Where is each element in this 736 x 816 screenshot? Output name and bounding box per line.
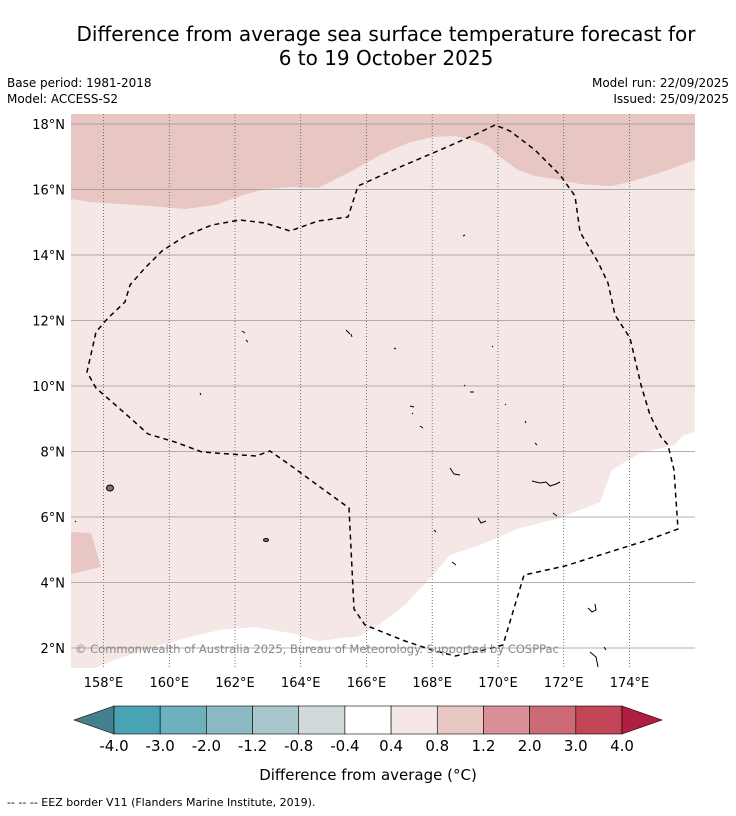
lon-label: 164°E [281, 676, 321, 691]
map-area: © Commonwealth of Australia 2025, Bureau… [71, 114, 695, 668]
colorbar-segment [436, 705, 484, 735]
lat-label: 10°N [32, 380, 65, 395]
colorbar-segment [298, 705, 346, 735]
colorbar-tick-label: -0.4 [330, 737, 359, 755]
longitude-labels: 158°E 160°E 162°E 164°E 166°E 168°E 170°… [84, 676, 650, 691]
model-name: Model: ACCESS-S2 [7, 92, 119, 106]
islands [74, 234, 607, 668]
colorbar-tick-label: 2.0 [518, 737, 542, 755]
anomaly-0-8-to-1-2-north-region [71, 114, 695, 209]
colorbar-segment [575, 705, 623, 735]
lat-label: 8°N [41, 446, 66, 461]
colorbar-segment [113, 705, 161, 735]
colorbar-tick-label: 0.8 [425, 737, 449, 755]
lat-label: 16°N [32, 184, 65, 199]
colorbar-extend-min [73, 705, 115, 735]
colorbar-tick-label: -3.0 [146, 737, 175, 755]
colorbar-tick-label: 1.2 [472, 737, 496, 755]
lon-label: 160°E [150, 676, 190, 691]
colorbar-tick-label: -1.2 [238, 737, 267, 755]
colorbar-label: Difference from average (°C) [259, 766, 477, 784]
lat-label: 12°N [32, 315, 65, 330]
colorbar-tick-label: 0.4 [379, 737, 403, 755]
lon-label: 166°E [347, 676, 387, 691]
lat-label: 4°N [41, 577, 66, 592]
colorbar-segment [252, 705, 300, 735]
lat-label: 2°N [41, 642, 66, 657]
colorbar-segment [206, 705, 253, 735]
title-line-1: Difference from average sea surface temp… [76, 22, 696, 46]
colorbar-segment [483, 705, 530, 735]
colorbar: -4.0 -3.0 -2.0 -1.2 -0.8 -0.4 0.4 0.8 1.2 2.0 3.0 4… [73, 705, 663, 755]
eez-legend-note: -- -- -- EEZ border V11 (Flanders Marine… [7, 796, 316, 809]
lat-label: 18°N [32, 118, 65, 133]
anomaly-0-8-to-1-2-west-patch [71, 532, 101, 574]
colorbar-extend-max [621, 705, 663, 735]
copyright-note: © Commonwealth of Australia 2025, Bureau… [75, 642, 559, 656]
colorbar-segment [344, 705, 392, 735]
graticule [103, 114, 630, 668]
neutral-anomaly-region [95, 432, 695, 668]
colorbar-segment [529, 705, 577, 735]
graticule-lat [71, 123, 695, 649]
lon-label: 158°E [84, 676, 124, 691]
model-run: Model run: 22/09/2025 [591, 76, 729, 90]
lon-label: 174°E [610, 676, 650, 691]
eez-border [86, 124, 679, 657]
colorbar-tick-label: -0.8 [284, 737, 313, 755]
meta-right: Model run: 22/09/2025 Issued: 25/09/2025 [592, 75, 729, 107]
lon-label: 168°E [412, 676, 452, 691]
colorbar-tick-label: 4.0 [610, 737, 634, 755]
colorbar-tick-label: 3.0 [564, 737, 588, 755]
lat-label: 6°N [41, 511, 66, 526]
lat-label: 14°N [32, 249, 65, 264]
colorbar-segment [159, 705, 207, 735]
title-line-2: 6 to 19 October 2025 [278, 46, 494, 70]
latitude-labels: 18°N 16°N 14°N 12°N 10°N 8°N 6°N 4°N 2°N [32, 118, 65, 657]
lon-label: 162°E [215, 676, 255, 691]
meta-left: Base period: 1981-2018 Model: ACCESS-S2 [7, 75, 152, 107]
map-title: Difference from average sea surface temp… [0, 22, 736, 70]
base-period: Base period: 1981-2018 [7, 76, 152, 90]
issued-date: Issued: 25/09/2025 [613, 92, 729, 106]
colorbar-tick-label: -2.0 [192, 737, 221, 755]
lon-label: 172°E [544, 676, 584, 691]
lon-label: 170°E [478, 676, 518, 691]
colorbar-tick-label: -4.0 [99, 737, 128, 755]
colorbar-segment [390, 705, 438, 735]
